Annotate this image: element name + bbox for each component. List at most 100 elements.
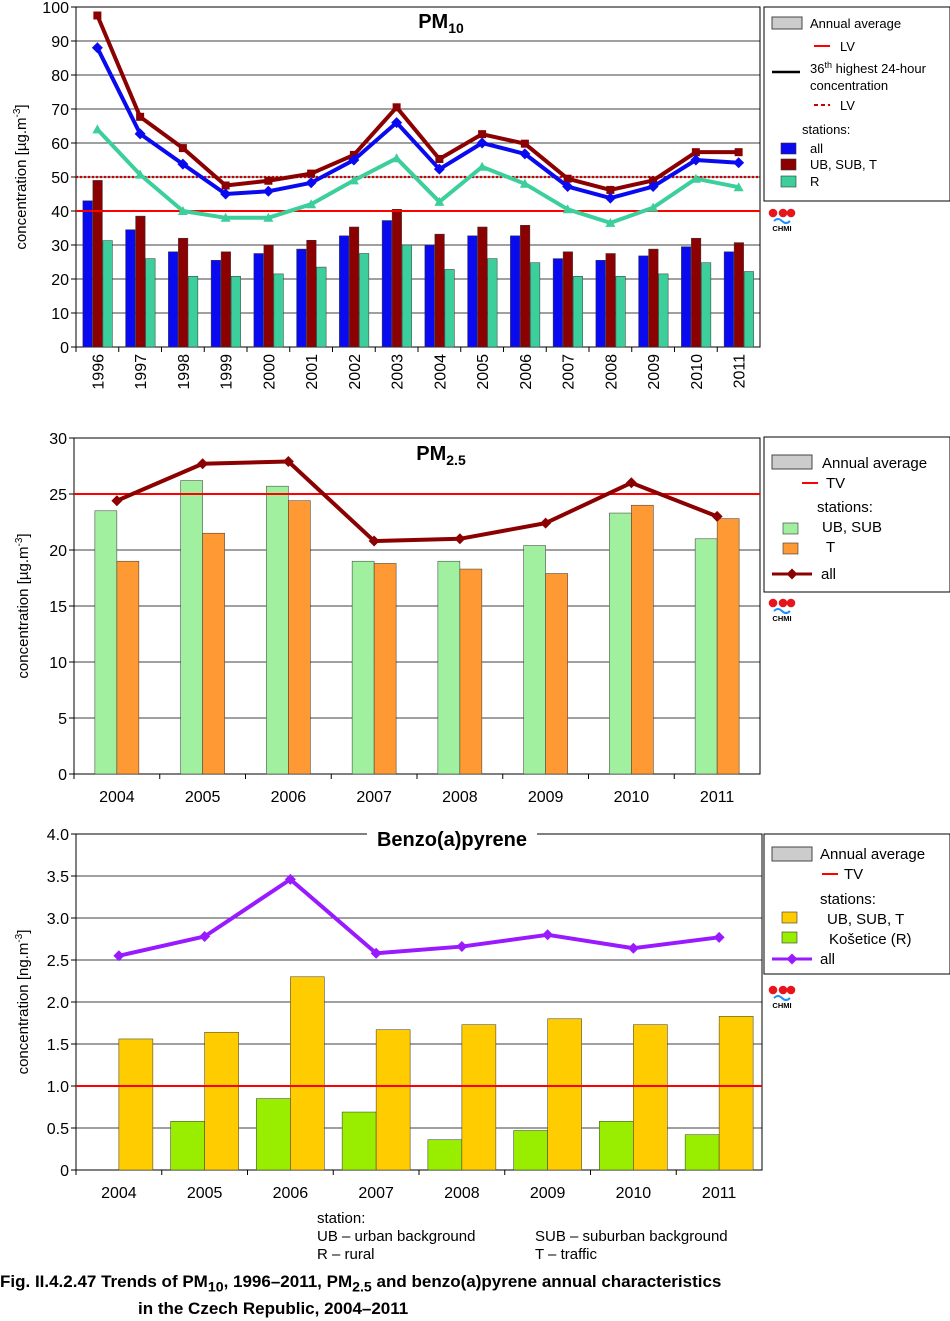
y-tick-label: 0 xyxy=(58,767,67,784)
x-tick-label: 2003 xyxy=(390,354,407,390)
logo-text: CHMI xyxy=(772,224,791,233)
caption-sub-pm10: 10 xyxy=(207,1279,224,1296)
legend-pct-pct_pre: 36 xyxy=(810,61,824,76)
legend-tv-label: TV xyxy=(826,475,845,492)
logo-dot-right xyxy=(786,208,796,218)
logo-dot-mid xyxy=(778,208,788,218)
y-tick-label: 15 xyxy=(49,599,67,616)
y-axis-label-sup: -3 xyxy=(12,108,23,117)
bar-ub xyxy=(718,1016,754,1171)
series-point-all xyxy=(627,942,639,954)
legend-annual-swatch xyxy=(771,846,813,862)
bar-all xyxy=(424,244,435,348)
series-point-r xyxy=(263,212,274,222)
bar-r xyxy=(513,1130,548,1171)
bar-r xyxy=(658,273,669,348)
bar-r xyxy=(230,276,241,348)
series-point-ub xyxy=(649,176,658,185)
y-axis-label-end: ] xyxy=(15,533,32,537)
y-axis-label: concentration [µg.m-3] xyxy=(12,104,30,249)
x-tick-label: 1996 xyxy=(90,354,107,390)
series-point-all xyxy=(282,456,294,468)
bar-r xyxy=(615,276,626,348)
y-tick-label: 0 xyxy=(60,340,69,357)
series-point-r xyxy=(135,169,146,179)
series-point-ub xyxy=(221,181,230,190)
y-tick-label: 60 xyxy=(51,136,69,153)
series-point-ub xyxy=(264,176,273,185)
legend-annual-label: Annual average xyxy=(810,16,901,31)
bar-r xyxy=(401,244,412,348)
series-line-ub xyxy=(95,14,739,192)
series-point-all xyxy=(519,148,531,160)
station-notes: station: UB – urban background SUB – sub… xyxy=(317,1210,837,1264)
legend-r-label: Košetice (R) xyxy=(829,931,912,948)
y-axis-label-end: ] xyxy=(15,930,32,934)
chart-title: PM10 xyxy=(418,11,464,36)
bar-r xyxy=(170,1121,205,1171)
series-point-r xyxy=(306,199,317,209)
bar-all xyxy=(381,220,392,348)
series-point-all xyxy=(713,931,725,943)
bar-ub xyxy=(135,215,146,348)
caption-sub-pm25: 2.5 xyxy=(352,1279,372,1296)
bar-all xyxy=(467,235,478,348)
bar-t xyxy=(202,532,225,775)
chart-title-main: PM xyxy=(416,443,446,465)
logo-dot-left xyxy=(768,598,778,608)
chart-title-bg xyxy=(406,441,476,470)
bar-all xyxy=(552,258,563,348)
chart-title-sub: 10 xyxy=(448,20,464,36)
x-tick-label: 1999 xyxy=(219,354,236,390)
series-point-all xyxy=(220,188,232,200)
legend-all-swatch xyxy=(780,142,797,155)
caption-line-1: Fig. II.4.2.47 Trends of PM10, 1996–2011… xyxy=(0,1271,940,1298)
x-tick-label: 2005 xyxy=(187,1185,223,1202)
series-point-ub xyxy=(136,112,145,121)
y-tick-label: 2.0 xyxy=(47,995,69,1012)
series-point-ub xyxy=(178,144,187,153)
legend-r-swatch xyxy=(781,931,798,944)
chart-title-main: PM xyxy=(418,11,448,33)
legend-ub-swatch xyxy=(782,522,799,535)
bar-ub xyxy=(547,1018,582,1171)
legend-annual-label: Annual average xyxy=(820,846,925,863)
x-tick-label: 2002 xyxy=(347,354,364,390)
series-point-r xyxy=(562,204,573,214)
y-tick-label: 30 xyxy=(49,431,67,448)
bar-r xyxy=(316,266,327,348)
legend-pct-label-2: concentration xyxy=(810,78,888,93)
station-note-sub: SUB – suburban background xyxy=(535,1228,728,1245)
series-point-all xyxy=(111,495,123,507)
y-tick-label: 1.0 xyxy=(47,1079,69,1096)
bar-r xyxy=(599,1121,634,1171)
y-tick-label: 10 xyxy=(51,306,69,323)
series-point-all xyxy=(262,185,274,197)
bar-t xyxy=(631,504,654,775)
bar-r xyxy=(684,1134,720,1171)
legend-all-label: all xyxy=(821,566,836,583)
x-tick-label: 2009 xyxy=(530,1185,566,1202)
legend-all-label: all xyxy=(810,141,823,156)
bar-ub xyxy=(437,560,461,775)
x-tick-label: 2007 xyxy=(356,789,392,806)
y-axis-label-sup: -3 xyxy=(14,537,25,546)
y-tick-label: 1.5 xyxy=(47,1037,69,1054)
legend-ub-label: UB, SUB, T xyxy=(827,911,904,928)
bar-r xyxy=(530,262,541,348)
series-point-ub xyxy=(520,139,529,148)
series-point-r xyxy=(605,217,616,227)
legend-lv-label: LV xyxy=(840,39,855,54)
y-axis-label: concentration [ng.m-3] xyxy=(14,930,32,1075)
series-point-all xyxy=(113,950,125,962)
x-tick-label: 2008 xyxy=(442,789,478,806)
series-point-ub xyxy=(606,185,615,194)
series-point-ub xyxy=(435,154,444,163)
chart-2: 0 5 10 15 20 25 30 2004 2005 2006 2007 2008 2009 2010… xyxy=(14,431,950,806)
bar-all xyxy=(125,229,136,348)
x-tick-label: 2010 xyxy=(616,1185,652,1202)
bar-all xyxy=(681,246,692,348)
bar-ub xyxy=(605,253,616,348)
series-point-r xyxy=(690,173,701,183)
series-point-ub xyxy=(93,11,102,20)
